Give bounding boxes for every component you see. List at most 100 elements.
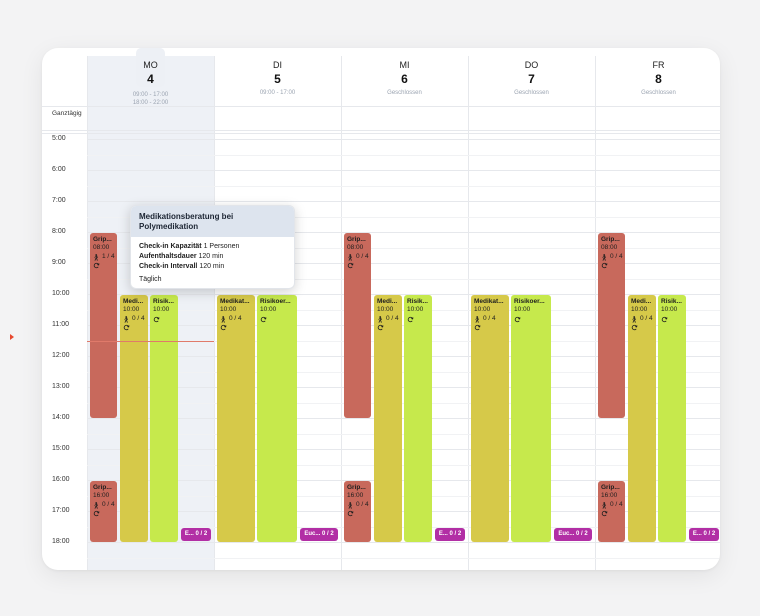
half-hour-line (87, 558, 720, 559)
calendar-event[interactable]: Medikat... 10:00 0 / 4 (217, 295, 255, 542)
popover-row-capacity: Check-in Kapazität 1 Personen (139, 243, 240, 250)
event-popover: Medikationsberatung bei Polymedikation C… (130, 205, 295, 289)
event-start-time: 08:00 (601, 244, 618, 252)
time-label: 18:00 (52, 538, 70, 545)
half-hour-line (87, 279, 720, 280)
opening-hours: 09:00 - 17:00 18:00 - 22:00 (132, 92, 169, 106)
day-number: 8 (655, 72, 662, 86)
calendar-event[interactable]: Grip... 08:00 0 / 4 (344, 233, 371, 418)
calendar-event[interactable]: Grip... 16:00 0 / 4 (344, 481, 371, 542)
event-start-time: 10:00 (123, 306, 140, 314)
calendar-event[interactable]: Medikat... 10:00 0 / 4 (471, 295, 509, 542)
event-title: Grip... (93, 484, 112, 491)
recurring-icon (220, 324, 255, 331)
time-label: 11:00 (52, 321, 69, 328)
event-capacity: 0 / 4 (347, 501, 371, 509)
calendar-event[interactable]: Risikoer... 10:00 (511, 295, 551, 542)
event-start-time: 10:00 (474, 306, 491, 314)
recurring-icon (347, 262, 371, 269)
person-walking-icon (347, 501, 353, 509)
event-start-time: 10:00 (661, 306, 678, 314)
calendar-event[interactable]: Grip... 08:00 1 / 4 (90, 233, 117, 418)
calendar-card: Ganztägig MO 4 09:00 - 17:00 18:00 - 22:00 D… (42, 48, 720, 570)
event-title: Medi... (123, 298, 144, 305)
day-header-do[interactable]: DO 7 Geschlossen (468, 48, 595, 106)
event-start-time: 10:00 (377, 306, 394, 314)
hour-line (87, 325, 720, 326)
hour-line (87, 170, 720, 171)
event-title: Grip... (601, 236, 620, 243)
column-divider (595, 56, 596, 570)
capacity-count: 0 / 4 (610, 500, 623, 508)
day-header-mo[interactable]: MO 4 09:00 - 17:00 18:00 - 22:00 (87, 48, 214, 106)
opening-hours: Geschlossen (514, 90, 549, 96)
calendar-event[interactable]: Grip... 16:00 0 / 4 (90, 481, 117, 542)
day-of-week: FR (652, 60, 665, 70)
event-title: Risikoer... (514, 298, 545, 305)
capacity-count: 0 / 4 (102, 500, 115, 508)
calendar-event[interactable]: Euc... 0 / 2 (300, 527, 338, 541)
recurring-icon (601, 262, 625, 269)
person-walking-icon (123, 315, 129, 323)
event-title: Euc... 0 / 2 (558, 531, 588, 538)
half-hour-line (87, 341, 720, 342)
event-start-time: 16:00 (93, 492, 110, 500)
calendar-event[interactable]: Grip... 16:00 0 / 4 (598, 481, 625, 542)
day-header-di[interactable]: DI 5 09:00 - 17:00 (214, 48, 341, 106)
event-title: E... 0 / 2 (184, 531, 208, 538)
calendar-event[interactable]: E... 0 / 2 (689, 527, 719, 541)
half-hour-line (87, 310, 720, 311)
hour-line (87, 542, 720, 543)
event-title: Euc... 0 / 2 (304, 531, 334, 538)
calendar-event[interactable]: Euc... 0 / 2 (554, 527, 592, 541)
person-walking-icon (93, 501, 99, 509)
calendar-event[interactable]: E... 0 / 2 (435, 527, 465, 541)
capacity-count: 0 / 4 (132, 314, 145, 322)
hour-line (87, 480, 720, 481)
calendar-event[interactable]: Risik... 10:00 (658, 295, 686, 542)
recurring-icon (153, 316, 178, 323)
event-start-time: 16:00 (347, 492, 364, 500)
calendar-event[interactable]: Risik... 10:00 (404, 295, 432, 542)
event-start-time: 08:00 (93, 244, 110, 252)
person-walking-icon (220, 315, 226, 323)
event-capacity: 0 / 4 (93, 501, 117, 509)
recurring-icon (93, 510, 117, 517)
event-title: Grip... (601, 484, 620, 491)
popover-title: Medikationsberatung bei Polymedikation (131, 206, 294, 237)
event-title: Medi... (377, 298, 398, 305)
calendar-event[interactable]: Medi... 10:00 0 / 4 (120, 295, 148, 542)
event-capacity: 0 / 4 (123, 315, 148, 323)
half-hour-line (87, 403, 720, 404)
day-header-fr[interactable]: FR 8 Geschlossen (595, 48, 720, 106)
time-label: 16:00 (52, 476, 70, 483)
event-start-time: 10:00 (220, 306, 237, 314)
grid-separator (42, 133, 720, 134)
column-divider (341, 56, 342, 570)
person-walking-icon (601, 253, 607, 261)
calendar-event[interactable]: Medi... 10:00 0 / 4 (628, 295, 656, 542)
half-hour-line (87, 217, 720, 218)
capacity-count: 0 / 4 (640, 314, 653, 322)
event-capacity: 0 / 4 (631, 315, 656, 323)
event-title: Risik... (153, 298, 174, 305)
opening-hours: 09:00 - 17:00 (259, 90, 296, 96)
half-hour-line (87, 372, 720, 373)
hour-line (87, 387, 720, 388)
event-title: E... 0 / 2 (438, 531, 462, 538)
popover-body: Check-in Kapazität 1 Personen Aufenthalt… (131, 237, 294, 288)
calendar-event[interactable]: Risikoer... 10:00 (257, 295, 297, 542)
calendar-event[interactable]: Medi... 10:00 0 / 4 (374, 295, 402, 542)
day-of-week: DI (273, 60, 282, 70)
event-capacity: 0 / 4 (474, 315, 509, 323)
person-walking-icon (93, 253, 99, 261)
popover-row-interval: Check-in Intervall 120 min (139, 263, 225, 270)
capacity-count: 0 / 4 (356, 252, 369, 260)
calendar-event[interactable]: Risik... 10:00 (150, 295, 178, 542)
calendar-event[interactable]: E... 0 / 2 (181, 527, 211, 541)
current-time-line (87, 341, 214, 342)
recurring-icon (93, 262, 117, 269)
event-capacity: 0 / 4 (347, 253, 371, 261)
calendar-event[interactable]: Grip... 08:00 0 / 4 (598, 233, 625, 418)
day-header-mi[interactable]: MI 6 Geschlossen (341, 48, 468, 106)
